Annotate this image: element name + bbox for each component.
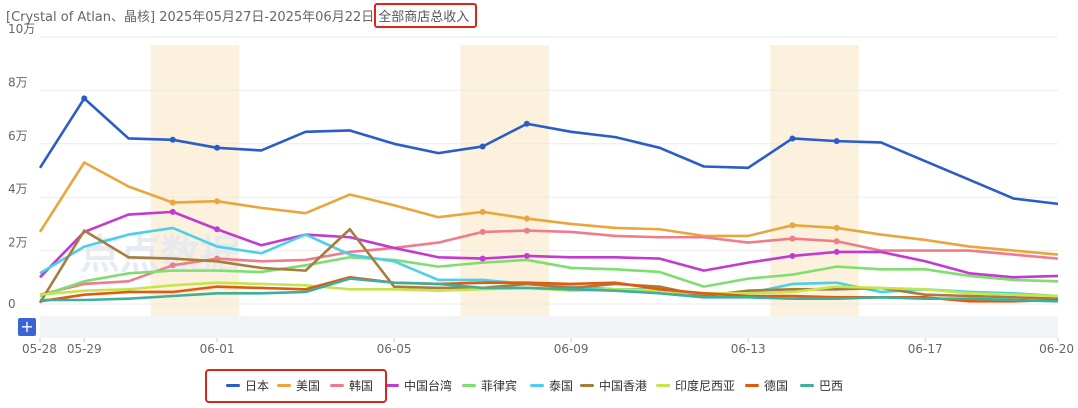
legend-label: 印度尼西亚 [675,379,736,393]
y-tick-label: 6万 [8,129,28,143]
grid-lines [40,36,1058,305]
chart-header: [Crystal of Atlan、晶核] 2025年05月27日-2025年0… [6,2,478,28]
series-point[interactable] [169,208,176,215]
weekend-band [770,45,859,318]
series-point[interactable] [169,262,176,269]
legend-swatch [800,384,814,387]
x-tick-label: 05-28 [22,342,57,356]
legend-item-韩国[interactable]: 韩国 [330,377,373,394]
x-tick-label: 06-01 [200,342,235,356]
legend-label: 中国台湾 [404,379,453,393]
series-line-日本[interactable] [38,97,1059,206]
legend-item-印度尼西亚[interactable]: 印度尼西亚 [656,377,735,394]
legend-swatch [462,384,476,387]
series-point[interactable] [214,198,221,205]
series-point[interactable] [523,120,530,127]
series-point[interactable] [214,226,221,233]
legend-swatch [226,384,240,387]
series-point[interactable] [833,138,840,145]
series-point[interactable] [169,199,176,206]
legend-swatch [385,384,399,387]
series-point[interactable] [833,238,840,245]
legend-item-美国[interactable]: 美国 [277,377,320,394]
legend-label: 韩国 [349,379,374,393]
y-tick-label: 0 [8,297,16,311]
series-point[interactable] [214,144,221,151]
series-point[interactable] [523,227,530,234]
legend-label: 中国香港 [599,379,648,393]
x-tick-label: 06-17 [908,342,943,356]
legend-label: 泰国 [549,379,574,393]
x-tick-label: 06-09 [554,342,589,356]
series-line-美国[interactable] [38,161,1059,256]
legend-swatch [745,384,759,387]
title-metric[interactable]: 全部商店总收入 [374,2,478,28]
series-point[interactable] [789,235,796,242]
y-tick-label: 10万 [8,22,35,36]
series-point[interactable] [479,255,486,262]
legend-item-日本[interactable]: 日本 [226,377,269,394]
legend-swatch [530,384,544,387]
legend-item-泰国[interactable]: 泰国 [530,377,573,394]
legend-swatch [656,384,670,387]
legend-item-德国[interactable]: 德国 [745,377,788,394]
x-axis-ticks: 05-28 05-29 06-01 06-05 06-09 06-13 06-17 06-20 [22,338,1074,356]
legend-label: 日本 [245,379,270,393]
series-point[interactable] [789,252,796,259]
x-tick-label: 06-05 [377,342,412,356]
x-tick-label: 05-29 [67,342,102,356]
legend-label: 菲律宾 [481,379,518,393]
legend-swatch [330,384,344,387]
series-line-中国台湾[interactable] [39,210,1059,279]
series-point[interactable] [479,208,486,215]
series-point[interactable] [833,224,840,231]
series-point[interactable] [833,248,840,255]
expand-button[interactable]: + [18,318,36,336]
series-point[interactable] [523,215,530,222]
series-point[interactable] [789,135,796,142]
series-point[interactable] [479,143,486,150]
legend-label: 德国 [764,379,789,393]
legend-label: 美国 [296,379,321,393]
legend-item-中国台湾[interactable]: 中国台湾 [385,377,452,394]
legend-item-中国香港[interactable]: 中国香港 [580,377,647,394]
weekend-band [460,45,549,318]
legend-swatch [277,384,291,387]
legend-highlight-box [205,369,387,403]
series-point[interactable] [523,252,530,259]
series-line-菲律宾[interactable] [39,255,1059,298]
y-tick-label: 2万 [8,236,28,250]
legend: 日本 美国 韩国 中国台湾 菲律宾 泰国 中国香港 印度尼西亚 德国 巴西 [0,377,1078,397]
title-prefix: [Crystal of Atlan、晶核] 2025年05月27日-2025年0… [6,9,375,25]
legend-swatch [580,384,594,387]
y-tick-label: 4万 [8,182,28,196]
x-tick-label: 06-13 [731,342,766,356]
legend-item-菲律宾[interactable]: 菲律宾 [462,377,517,394]
series-point[interactable] [479,228,486,235]
scroll-track[interactable] [40,316,1058,338]
y-tick-label: 8万 [8,75,28,89]
x-tick-label: 06-20 [1039,342,1074,356]
series-line-巴西[interactable] [40,277,1059,303]
series-point[interactable] [81,95,88,102]
series-point[interactable] [789,222,796,229]
legend-item-巴西[interactable]: 巴西 [800,377,843,394]
series-point[interactable] [169,136,176,143]
series-lines [38,95,1059,304]
legend-label: 巴西 [819,379,844,393]
y-axis-ticks: 0 2万 4万 6万 8万 10万 [8,22,35,311]
